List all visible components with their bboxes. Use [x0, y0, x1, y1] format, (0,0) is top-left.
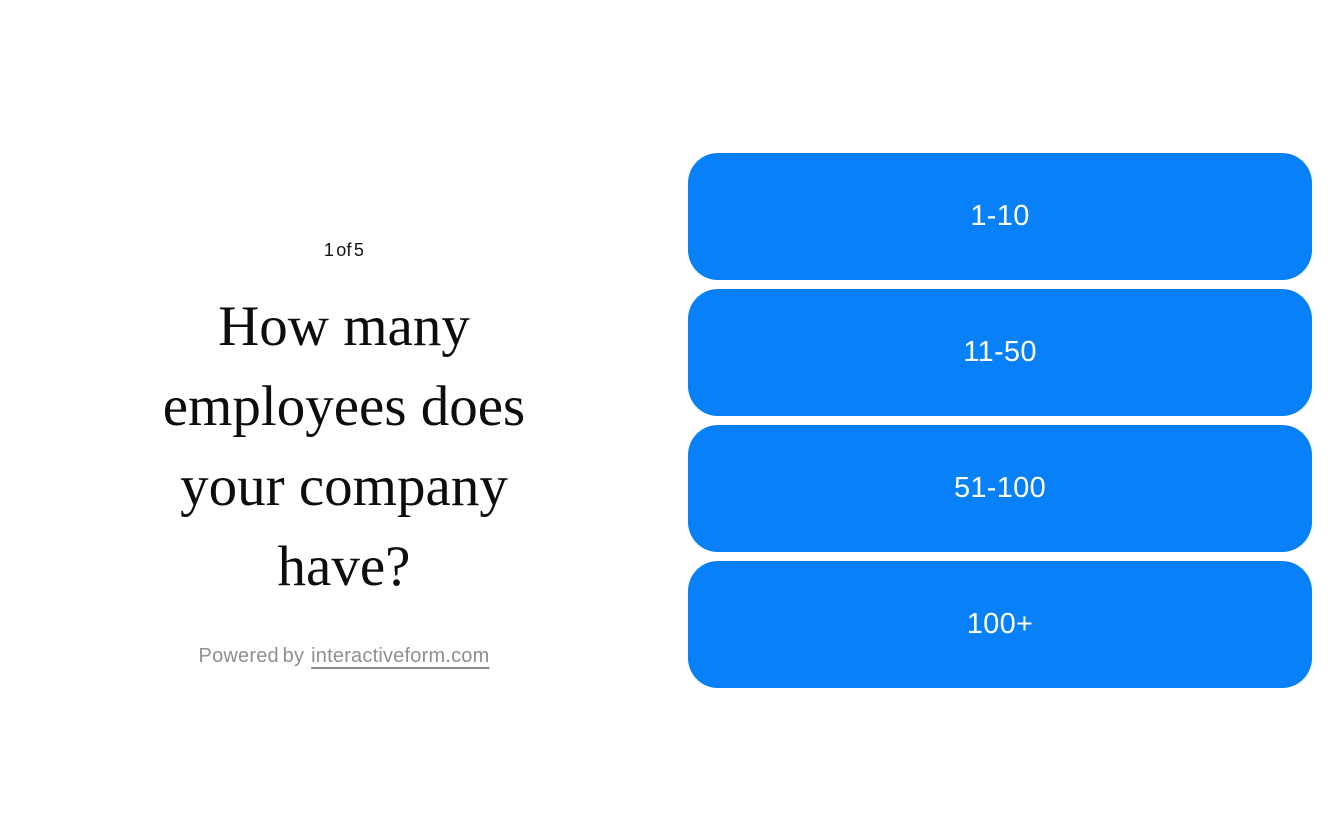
interactiveform-link[interactable]: interactiveform.com — [311, 645, 490, 667]
option-button-51-100[interactable]: 51-100 — [688, 424, 1312, 552]
question-title: How many employees does your company hav… — [162, 295, 526, 598]
powered-by-label: Powered by — [198, 645, 305, 667]
option-button-100-plus[interactable]: 100+ — [688, 560, 1312, 688]
option-button-1-10[interactable]: 1-10 — [688, 152, 1312, 280]
powered-by: Powered by interactiveform.com — [199, 645, 490, 668]
options-pane: 1-10 11-50 51-100 100+ — [672, 0, 1344, 840]
option-button-11-50[interactable]: 11-50 — [688, 288, 1312, 416]
question-pane: 1 of 5 How many employees does your comp… — [162, 240, 526, 668]
step-indicator: 1 of 5 — [323, 240, 365, 260]
